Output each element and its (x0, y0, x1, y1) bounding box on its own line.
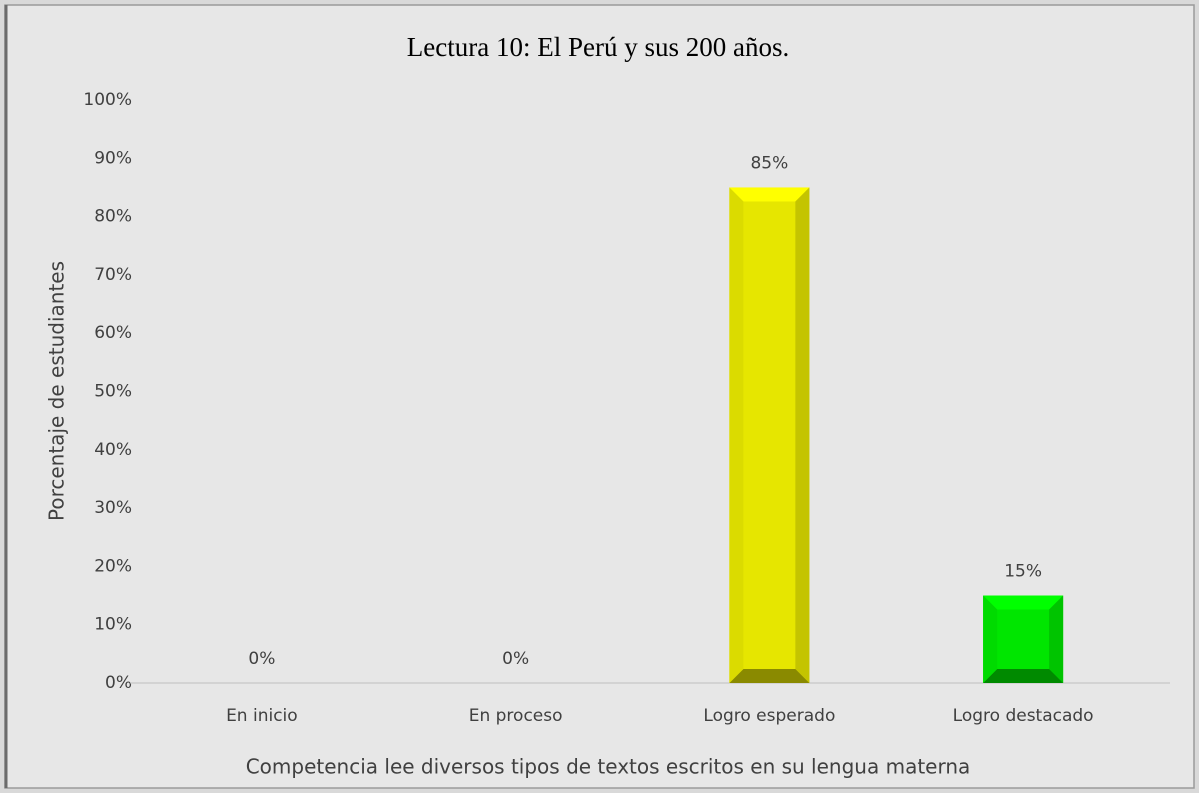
y-tick-label: 10% (94, 615, 132, 635)
data-label: 85% (750, 153, 788, 173)
bar-bevel (983, 595, 998, 683)
y-tick-label: 30% (94, 498, 132, 518)
y-tick-label: 20% (94, 556, 132, 576)
y-tick-label: 90% (94, 148, 132, 168)
data-label: 15% (1004, 562, 1042, 582)
bar-bevel (983, 669, 1064, 683)
bar-bevel (983, 595, 1064, 610)
y-tick-label: 70% (94, 265, 132, 285)
x-tick-label: Logro destacado (953, 706, 1094, 726)
data-label: 0% (502, 649, 529, 669)
chart-title: Lectura 10: El Perú y sus 200 años. (407, 32, 789, 62)
y-tick-label: 60% (94, 323, 132, 343)
x-tick-label: En inicio (226, 706, 298, 726)
bar-bevel (1049, 595, 1064, 683)
x-tick-label: Logro esperado (703, 706, 835, 726)
bar-bevel (795, 187, 810, 683)
data-label: 0% (248, 649, 275, 669)
x-tick-label: En proceso (469, 706, 563, 726)
bar-bevel (729, 669, 810, 683)
y-tick-label: 0% (105, 673, 132, 693)
y-tick-label: 50% (94, 382, 132, 402)
bar-bevel (729, 187, 810, 202)
y-tick-label: 80% (94, 207, 132, 227)
bar-bevel (729, 187, 744, 683)
y-tick-label: 100% (83, 90, 132, 110)
x-axis-title: Competencia lee diversos tipos de textos… (246, 755, 971, 779)
y-tick-label: 40% (94, 440, 132, 460)
y-axis-title: Porcentaje de estudiantes (45, 261, 69, 521)
